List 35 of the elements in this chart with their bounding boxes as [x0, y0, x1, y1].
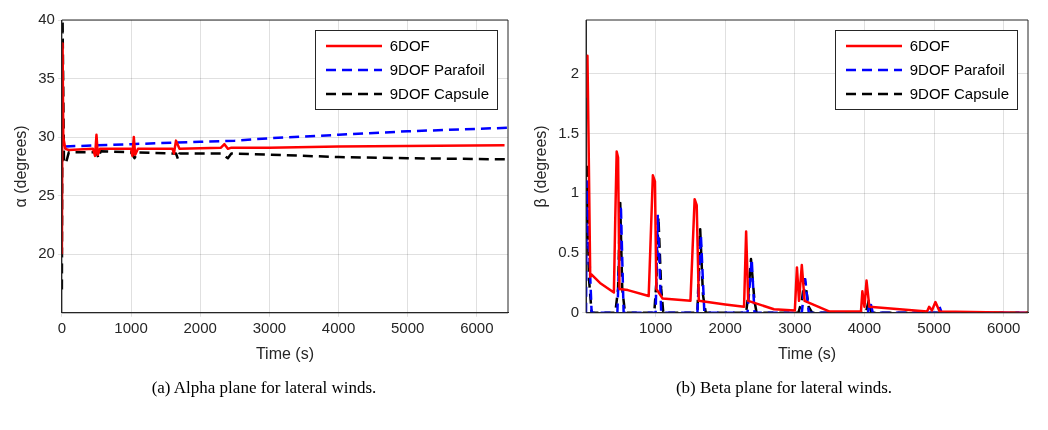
x-tick-label: 4000: [321, 318, 356, 336]
x-axis-title: Time (s): [255, 344, 314, 362]
y-tick-label: 40: [38, 10, 55, 28]
x-tick-label: 2000: [183, 318, 217, 336]
y-axis-title: β (degrees): [532, 125, 550, 208]
y-tick-label: 0: [570, 302, 580, 320]
x-tick-label: 3000: [778, 318, 812, 336]
x-tick-label: 5000: [917, 318, 951, 336]
y-tick-label: 2: [570, 63, 580, 81]
x-tick-label: 6000: [986, 318, 1021, 336]
x-tick-label: 2000: [708, 318, 742, 336]
legend-label: 9DOF Parafoil: [909, 60, 1005, 80]
y-tick-label: 1: [570, 183, 580, 201]
y-tick-label: 1.5: [558, 123, 580, 141]
x-axis-title: Time (s): [777, 344, 837, 362]
legend-label: 6DOF: [389, 36, 430, 56]
y-tick-label: 20: [38, 244, 55, 262]
legend-label: 9DOF Capsule: [389, 84, 489, 104]
x-tick-label: 1000: [114, 318, 148, 336]
x-tick-label: 0: [57, 318, 67, 336]
text: (a) Alpha plane for lateral winds.: [150, 378, 378, 398]
y-tick-label: 30: [38, 127, 55, 145]
y-axis-title: α (degrees): [12, 125, 30, 208]
x-tick-label: 6000: [460, 318, 494, 336]
y-tick-label: 0.5: [558, 243, 580, 261]
legend-label: 9DOF Parafoil: [389, 60, 485, 80]
y-tick-label: 35: [38, 68, 55, 86]
x-tick-label: 5000: [391, 318, 425, 336]
legend-label: 6DOF: [909, 36, 950, 56]
x-tick-label: 3000: [252, 318, 287, 336]
legend-label: 9DOF Capsule: [909, 84, 1009, 104]
x-tick-label: 4000: [847, 318, 882, 336]
y-tick-label: 25: [38, 185, 55, 203]
text: (b) Beta plane for lateral winds.: [674, 378, 894, 398]
x-tick-label: 1000: [638, 318, 673, 336]
